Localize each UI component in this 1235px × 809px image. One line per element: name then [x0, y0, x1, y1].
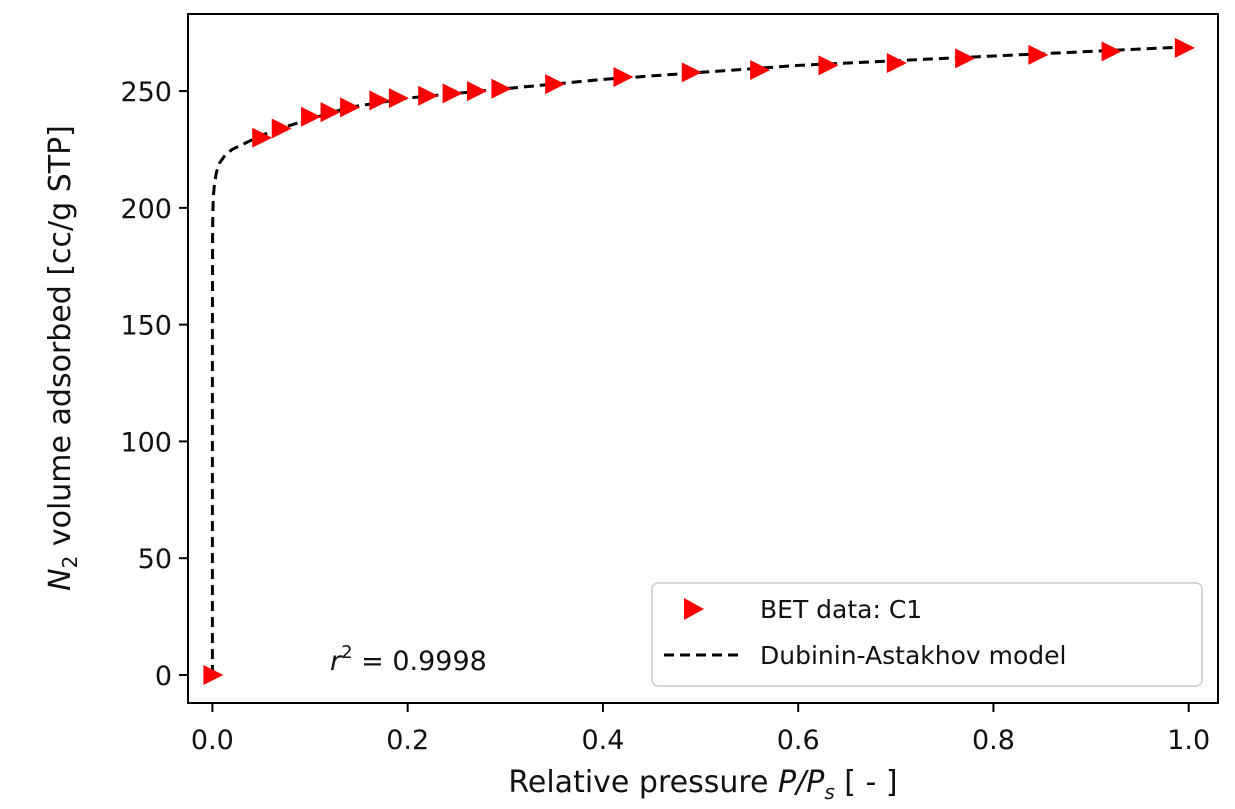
model-curve — [210, 45, 1189, 675]
data-point — [545, 74, 566, 95]
plot-frame — [187, 13, 1219, 704]
x-axis-label-var2-sub: s — [824, 780, 834, 804]
x-tick-label: 0.0 — [191, 725, 234, 756]
y-axis-label-var-sub: 2 — [58, 556, 82, 569]
y-tick-label: 0 — [155, 661, 172, 692]
legend-label-bet-data: BET data: C1 — [760, 595, 922, 624]
data-point — [252, 127, 273, 148]
x-axis-label: Relative pressure P/Ps [ - ] — [508, 765, 897, 804]
data-point — [388, 88, 409, 109]
model-curve-layer — [210, 45, 1189, 675]
data-point — [320, 102, 341, 123]
x-axis-ticks: 0.0 0.2 0.4 0.6 0.8 1.0 — [191, 703, 1210, 756]
data-point — [1174, 37, 1195, 58]
y-axis-label-var: N — [43, 568, 78, 590]
data-point — [442, 83, 463, 104]
data-point — [955, 48, 976, 69]
legend: BET data: C1 Dubinin-Astakhov model — [651, 582, 1203, 687]
legend-label-model: Dubinin-Astakhov model — [760, 641, 1066, 670]
data-point — [491, 78, 512, 99]
y-tick-label: 50 — [138, 544, 172, 575]
data-point — [1101, 41, 1122, 62]
x-axis-label-var1: P — [778, 765, 797, 800]
data-point — [681, 62, 702, 83]
x-axis-label-var2: P — [806, 765, 825, 800]
data-point — [613, 67, 634, 88]
x-tick-label: 0.6 — [777, 725, 820, 756]
x-tick-label: 0.8 — [972, 725, 1015, 756]
x-tick-label: 0.2 — [386, 725, 429, 756]
r-squared-sup: 2 — [341, 642, 352, 663]
data-point — [203, 664, 224, 685]
r-squared-annotation: r2 = 0.9998 — [330, 642, 487, 677]
x-tick-label: 1.0 — [1167, 725, 1210, 756]
y-tick-label: 150 — [120, 311, 172, 342]
y-tick-label: 250 — [120, 77, 172, 108]
data-point — [467, 81, 488, 102]
y-axis-ticks: 0 50 100 150 200 250 — [120, 77, 188, 692]
data-point — [271, 118, 292, 139]
data-point — [818, 55, 839, 76]
y-axis-label: N2 volume adsorbed [cc/g STP] — [43, 125, 82, 591]
y-tick-label: 100 — [120, 427, 172, 458]
data-point — [1028, 44, 1049, 65]
legend-box — [651, 582, 1203, 687]
data-point — [886, 53, 907, 74]
data-point — [301, 106, 322, 127]
data-point — [340, 97, 361, 118]
data-point — [750, 60, 771, 81]
x-tick-label: 0.4 — [581, 725, 624, 756]
data-point — [418, 85, 439, 106]
x-axis-label-suffix: [ - ] — [835, 765, 898, 800]
y-tick-label: 200 — [120, 194, 172, 225]
r-squared-value: = 0.9998 — [353, 646, 487, 677]
x-axis-label-prefix: Relative pressure — [508, 765, 778, 800]
data-points-layer — [203, 37, 1195, 685]
y-axis-label-text: volume adsorbed [cc/g STP] — [43, 125, 78, 556]
data-point — [369, 90, 390, 111]
legend-marker-triangle-icon — [684, 598, 704, 620]
r-squared-var: r — [330, 646, 343, 677]
x-axis-label-slash: / — [793, 765, 809, 800]
